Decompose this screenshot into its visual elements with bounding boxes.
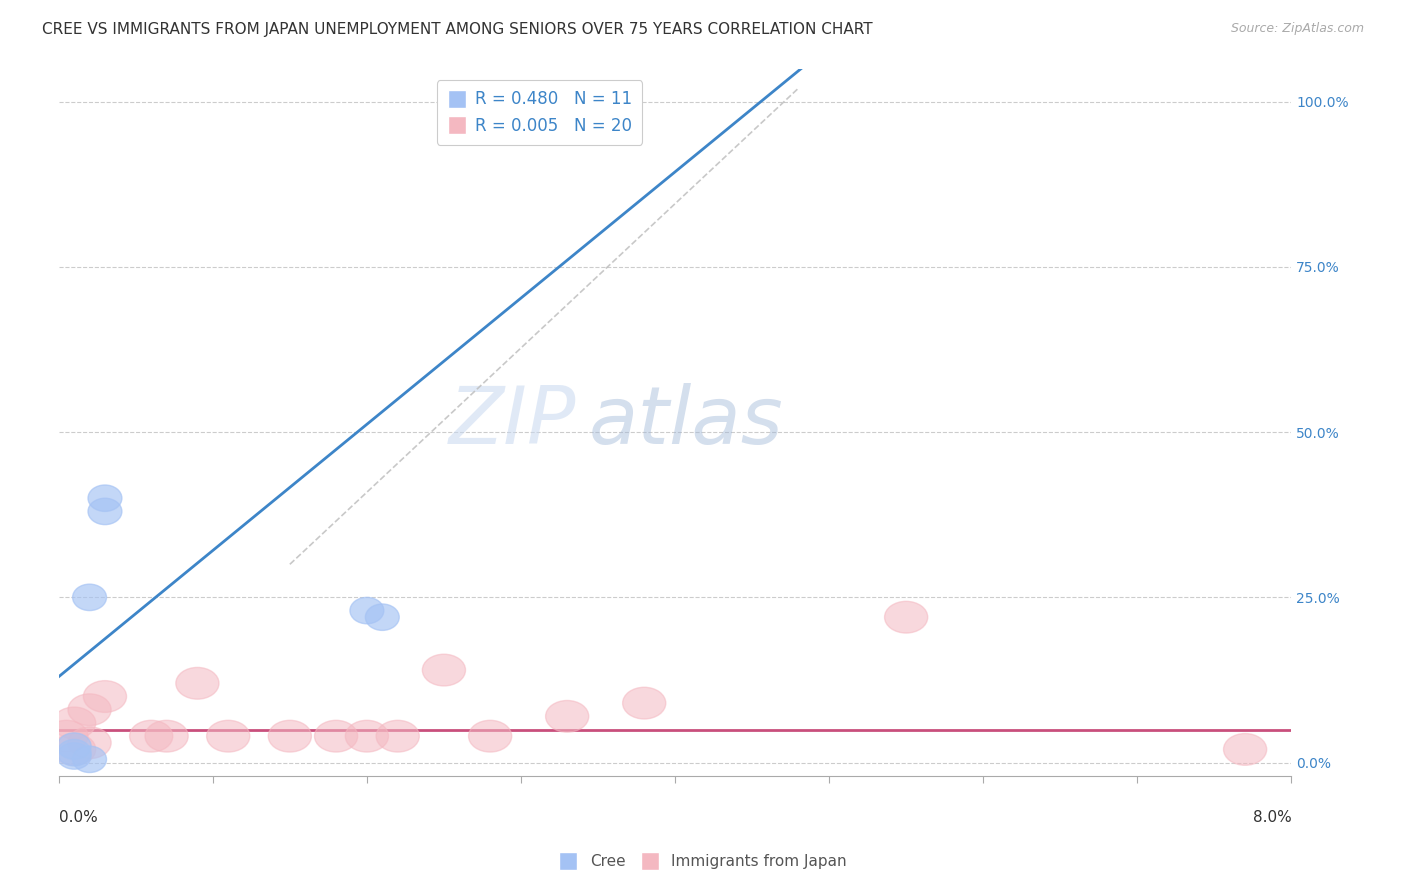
Ellipse shape	[58, 739, 91, 766]
Ellipse shape	[1223, 733, 1267, 765]
Ellipse shape	[58, 743, 91, 769]
Ellipse shape	[145, 721, 188, 752]
Text: Source: ZipAtlas.com: Source: ZipAtlas.com	[1230, 22, 1364, 36]
Ellipse shape	[422, 654, 465, 686]
Ellipse shape	[377, 721, 419, 752]
Ellipse shape	[52, 733, 96, 765]
Ellipse shape	[269, 721, 311, 752]
Legend: Cree, Immigrants from Japan: Cree, Immigrants from Japan	[553, 848, 853, 875]
Ellipse shape	[315, 721, 357, 752]
Ellipse shape	[89, 499, 122, 524]
Text: CREE VS IMMIGRANTS FROM JAPAN UNEMPLOYMENT AMONG SENIORS OVER 75 YEARS CORRELATI: CREE VS IMMIGRANTS FROM JAPAN UNEMPLOYME…	[42, 22, 873, 37]
Ellipse shape	[73, 584, 107, 611]
Text: 8.0%: 8.0%	[1253, 810, 1291, 825]
Ellipse shape	[73, 746, 107, 772]
Ellipse shape	[52, 707, 96, 739]
Ellipse shape	[67, 694, 111, 725]
Text: 0.0%: 0.0%	[59, 810, 97, 825]
Ellipse shape	[366, 604, 399, 631]
Ellipse shape	[129, 721, 173, 752]
Ellipse shape	[176, 667, 219, 699]
Ellipse shape	[346, 721, 388, 752]
Ellipse shape	[83, 681, 127, 713]
Ellipse shape	[58, 733, 91, 759]
Ellipse shape	[207, 721, 250, 752]
Text: ZIP: ZIP	[449, 384, 576, 461]
Legend: R = 0.480   N = 11, R = 0.005   N = 20: R = 0.480 N = 11, R = 0.005 N = 20	[437, 80, 643, 145]
Ellipse shape	[550, 88, 583, 115]
Ellipse shape	[45, 721, 89, 752]
Ellipse shape	[89, 485, 122, 511]
Ellipse shape	[468, 721, 512, 752]
Ellipse shape	[623, 687, 666, 719]
Ellipse shape	[884, 601, 928, 633]
Ellipse shape	[350, 598, 384, 624]
Ellipse shape	[546, 700, 589, 732]
Text: atlas: atlas	[589, 384, 783, 461]
Ellipse shape	[67, 727, 111, 759]
Ellipse shape	[550, 108, 583, 135]
